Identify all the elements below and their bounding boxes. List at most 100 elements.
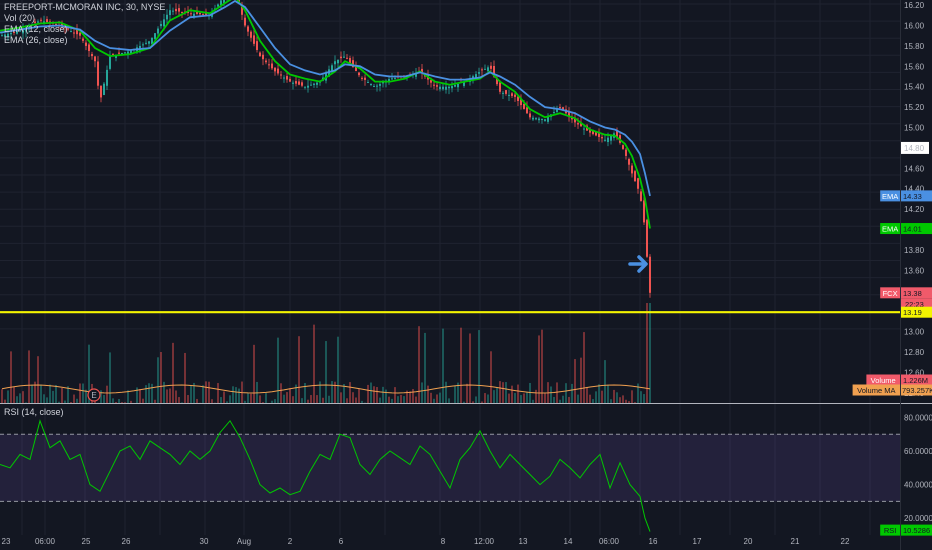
candle-body: [100, 85, 102, 98]
volume-bar: [592, 399, 594, 403]
volume-bar: [277, 337, 279, 403]
candle-body: [67, 28, 69, 30]
legend-vol[interactable]: Vol (20): [4, 13, 36, 23]
volume-bar: [430, 392, 432, 403]
legend-ema-26[interactable]: EMA (26, close): [4, 35, 68, 45]
volume-bar: [352, 392, 354, 403]
volume-bar: [55, 384, 57, 403]
volume-bar: [436, 394, 438, 403]
volume-bar: [31, 384, 33, 403]
earnings-marker[interactable]: E: [87, 388, 101, 402]
legend-ema-12[interactable]: EMA (12, close): [4, 24, 68, 34]
volume-bar: [355, 397, 357, 403]
volume-bar: [598, 384, 600, 403]
candle-body: [544, 119, 546, 121]
volume-bar: [109, 352, 111, 403]
rsi-tick-label: 60.0000: [904, 447, 932, 456]
volume-value: 1.226M: [903, 376, 928, 385]
candle-body: [313, 83, 315, 85]
ema-26-tag-value: 14.33: [903, 192, 922, 201]
volume-bar: [1, 389, 3, 403]
candle-body: [445, 86, 447, 90]
volume-bar: [112, 398, 114, 403]
volume-bar: [505, 382, 507, 403]
candle-body: [637, 178, 639, 189]
candle-body: [175, 8, 177, 12]
candle-body: [532, 117, 534, 120]
volume-label-bg: [866, 374, 900, 386]
fcx-tag-value: 13.38: [903, 289, 922, 298]
volume-bar: [385, 389, 387, 403]
volume-bar: [583, 332, 585, 403]
candle-body: [574, 117, 576, 123]
candle-body: [196, 10, 198, 14]
volume-bar: [439, 392, 441, 403]
candle-body: [454, 85, 456, 87]
candle-body: [439, 86, 441, 90]
candle-body: [94, 56, 96, 62]
volume-bar: [175, 390, 177, 403]
volume-bar: [40, 384, 42, 403]
candle-body: [88, 44, 90, 52]
candle-body: [370, 84, 372, 86]
svg-text:E: E: [91, 391, 96, 400]
time-tick-label: 06:00: [599, 537, 620, 546]
candle-body: [256, 41, 258, 50]
price-tick-label: 12.60: [904, 368, 925, 377]
volume-bar: [73, 394, 75, 403]
candle-body: [589, 128, 591, 133]
candle-body: [358, 72, 360, 76]
volume-ma-line: [1, 384, 651, 394]
candle-body: [217, 4, 219, 7]
volume-bar: [238, 388, 240, 403]
candle-body: [598, 133, 600, 137]
volume-bar: [607, 385, 609, 403]
volume-bar: [217, 383, 219, 403]
candle-body: [484, 68, 486, 70]
ema-12-tag-label-bg: [880, 223, 900, 235]
candle-body: [583, 128, 585, 130]
volume-bar: [499, 381, 501, 403]
volume-bar: [424, 332, 426, 403]
volume-bar: [157, 357, 159, 403]
legend-rsi[interactable]: RSI (14, close): [4, 407, 64, 417]
volume-bar: [25, 402, 27, 403]
volume-bar: [622, 395, 624, 403]
price-tick-label: 14.20: [904, 205, 925, 214]
candle-body: [202, 14, 204, 16]
rsi-tick-label: 80.0000: [904, 413, 932, 422]
volume-bar: [487, 394, 489, 403]
legend-symbol[interactable]: FREEPORT-MCMORAN INC, 30, NYSE: [4, 2, 166, 12]
volume-bar: [235, 387, 237, 403]
candle-body: [112, 54, 114, 56]
volume-bar: [187, 395, 189, 403]
candle-body: [19, 30, 21, 32]
time-axis-ticks: 23 06:00 25 26 30 Aug 2 6 8 12:00 13 14 06:00 16 17 20 2…: [2, 537, 850, 546]
candle-body: [301, 82, 303, 86]
volume-bar: [334, 381, 336, 403]
volume-bar: [358, 388, 360, 403]
candle-body: [40, 19, 42, 21]
volume-bar: [118, 398, 120, 403]
volume-bar: [397, 396, 399, 403]
volume-bar: [586, 387, 588, 403]
volume-bar: [433, 398, 435, 403]
candle-body: [340, 56, 342, 59]
candle-body: [577, 123, 579, 125]
volume-bar: [151, 383, 153, 403]
candle-body: [1, 35, 3, 37]
volume-bar: [19, 393, 21, 403]
candle-body: [433, 84, 435, 86]
ema-26-tag-label-bg: [880, 190, 900, 202]
candle-body: [559, 107, 561, 109]
volume-bar: [532, 399, 534, 403]
candle-body: [277, 68, 279, 74]
candle-body: [13, 31, 15, 33]
candle-body: [220, 0, 222, 5]
candle-body: [10, 32, 12, 35]
volume-bar: [223, 391, 225, 403]
volume-bar: [508, 393, 510, 403]
volume-value-bg: [901, 374, 932, 386]
candle-body: [331, 65, 333, 72]
